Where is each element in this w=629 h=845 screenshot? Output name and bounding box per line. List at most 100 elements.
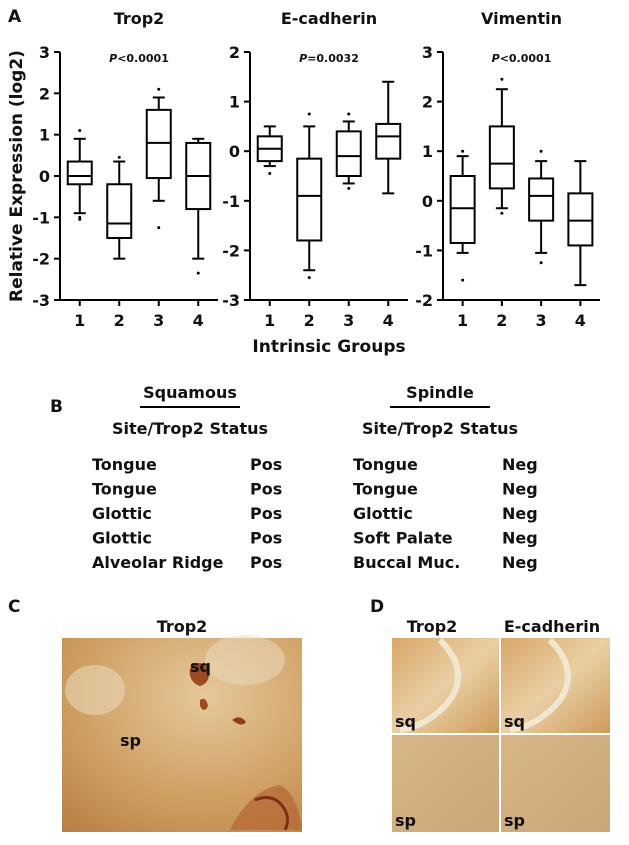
outlier bbox=[196, 271, 200, 275]
outlier bbox=[117, 155, 121, 159]
y-tick-label: 3 bbox=[422, 43, 433, 62]
outlier bbox=[78, 215, 82, 219]
x-tick-label: 1 bbox=[457, 311, 468, 330]
box bbox=[567, 192, 594, 247]
site-cell: Glottic bbox=[92, 529, 152, 548]
x-tick-label: 1 bbox=[74, 311, 85, 330]
site-cell: Tongue bbox=[92, 455, 157, 474]
outlier bbox=[78, 217, 82, 221]
image-label: sp bbox=[120, 731, 141, 750]
y-tick-label: 3 bbox=[39, 43, 50, 62]
group-title: Squamous bbox=[143, 383, 237, 402]
p-symbol: P bbox=[299, 52, 307, 65]
x-axis-label: Intrinsic Groups bbox=[252, 337, 405, 357]
panel-label: A bbox=[8, 7, 22, 27]
outlier bbox=[307, 112, 311, 116]
p-value: P=0.0032 bbox=[299, 52, 359, 65]
site-cell: Glottic bbox=[92, 504, 152, 523]
p-value-text: =0.0032 bbox=[307, 52, 359, 65]
outlier bbox=[268, 172, 272, 176]
x-tick-label: 2 bbox=[304, 311, 315, 330]
chart-title: Trop2 bbox=[114, 9, 165, 28]
y-tick-label: 0 bbox=[229, 142, 240, 161]
x-tick-label: 4 bbox=[575, 311, 586, 330]
status-cell: Neg bbox=[502, 504, 538, 523]
image-label: sq bbox=[504, 712, 525, 731]
y-tick-label: 1 bbox=[229, 93, 240, 112]
p-symbol: P bbox=[492, 52, 500, 65]
p-value: P<0.0001 bbox=[109, 52, 169, 65]
chart-title: Vimentin bbox=[481, 9, 562, 28]
status-cell: Neg bbox=[502, 529, 538, 548]
image-title: E-cadherin bbox=[504, 617, 600, 636]
x-tick-label: 3 bbox=[153, 311, 164, 330]
x-tick-label: 3 bbox=[343, 311, 354, 330]
image-title: Trop2 bbox=[157, 617, 208, 636]
panel-label: D bbox=[370, 597, 384, 617]
y-tick-label: 2 bbox=[229, 43, 240, 62]
site-cell: Tongue bbox=[353, 480, 418, 499]
status-cell: Pos bbox=[250, 480, 282, 499]
y-tick-label: 1 bbox=[422, 142, 433, 161]
x-tick-label: 2 bbox=[496, 311, 507, 330]
image-title: Trop2 bbox=[407, 617, 458, 636]
outlier bbox=[539, 261, 543, 265]
y-tick-label: -2 bbox=[415, 291, 433, 310]
y-tick-label: 0 bbox=[422, 192, 433, 211]
image-label: sp bbox=[504, 811, 525, 830]
outlier bbox=[347, 186, 351, 190]
micrograph-c: sq sp bbox=[62, 635, 302, 832]
status-cell: Neg bbox=[502, 455, 538, 474]
box bbox=[66, 160, 93, 186]
outlier bbox=[307, 276, 311, 280]
status-cell: Neg bbox=[502, 553, 538, 572]
site-cell: Alveolar Ridge bbox=[92, 553, 224, 572]
site-cell: Glottic bbox=[353, 504, 413, 523]
x-tick-label: 3 bbox=[536, 311, 547, 330]
site-cell: Tongue bbox=[353, 455, 418, 474]
box bbox=[335, 130, 362, 177]
image-label: sq bbox=[190, 657, 211, 676]
chart-title: E-cadherin bbox=[281, 9, 377, 28]
panel-label: C bbox=[8, 597, 20, 617]
outlier bbox=[500, 77, 504, 81]
y-tick-label: -1 bbox=[222, 192, 240, 211]
outlier bbox=[347, 112, 351, 116]
outlier bbox=[539, 149, 543, 153]
column-header: Site/Trop2 Status bbox=[362, 419, 518, 438]
status-cell: Pos bbox=[250, 504, 282, 523]
outlier bbox=[500, 211, 504, 215]
y-tick-label: 2 bbox=[422, 93, 433, 112]
site-cell: Tongue bbox=[92, 480, 157, 499]
panel-label: B bbox=[50, 397, 63, 417]
x-tick-label: 4 bbox=[193, 311, 204, 330]
box bbox=[528, 177, 555, 222]
column-header: Site/Trop2 Status bbox=[112, 419, 268, 438]
y-tick-label: -3 bbox=[32, 291, 50, 310]
p-value-text: <0.0001 bbox=[500, 52, 552, 65]
outlier bbox=[157, 226, 161, 230]
box bbox=[449, 175, 476, 244]
y-tick-label: -2 bbox=[222, 241, 240, 260]
outlier bbox=[78, 129, 82, 133]
box bbox=[145, 108, 172, 180]
x-tick-label: 2 bbox=[114, 311, 125, 330]
y-axis-label: Relative Expression (log2) bbox=[7, 50, 27, 302]
y-tick-label: 0 bbox=[39, 167, 50, 186]
y-tick-label: 1 bbox=[39, 126, 50, 145]
outlier bbox=[157, 87, 161, 91]
outlier bbox=[461, 149, 465, 153]
group-title: Spindle bbox=[406, 383, 474, 402]
status-cell: Neg bbox=[502, 480, 538, 499]
status-cell: Pos bbox=[250, 553, 282, 572]
micrograph-d: sq sq sp sp bbox=[392, 637, 610, 832]
p-value: P<0.0001 bbox=[492, 52, 552, 65]
image-label: sq bbox=[395, 712, 416, 731]
box bbox=[488, 125, 515, 190]
box bbox=[106, 183, 133, 239]
box bbox=[296, 157, 323, 242]
status-cell: Pos bbox=[250, 529, 282, 548]
y-tick-label: 2 bbox=[39, 84, 50, 103]
box bbox=[375, 122, 402, 160]
